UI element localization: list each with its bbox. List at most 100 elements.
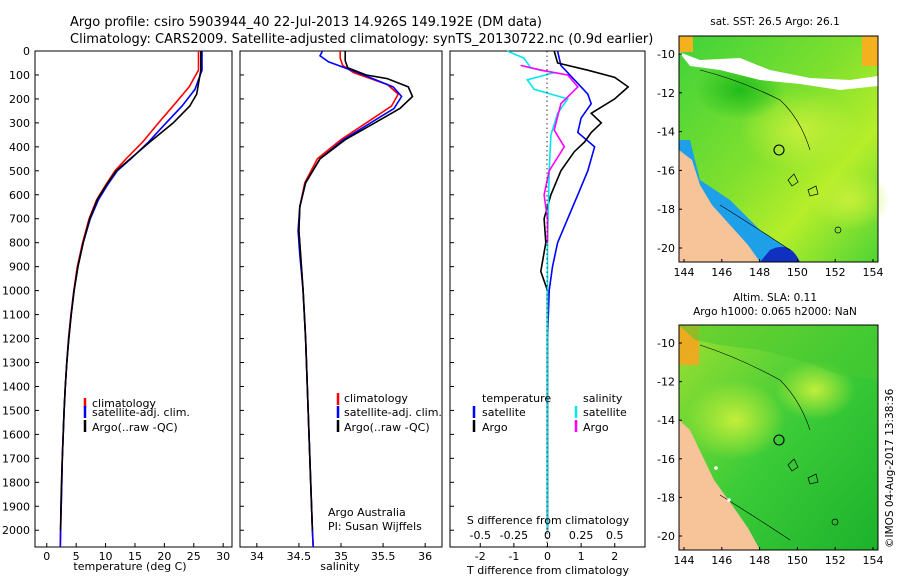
legend-label-climatology: climatology [92,397,156,410]
x-tick-label: 5 [73,550,80,563]
s-tick-label: -0.25 [500,529,528,542]
y-tick-label: 1500 [2,404,30,417]
series-satellite-adj-clim--line [59,51,203,548]
salinity-legend: climatology satellite-adj. clim. Argo(..… [336,392,442,434]
sst-map-y-axis: -10 -12 -14 -16 -18 -20 [657,48,682,255]
y-tick-label: 800 [9,237,30,250]
series-climatology-line [298,51,400,548]
y-tick-label: 1200 [2,333,30,346]
sst-map-frame [678,35,879,263]
salinity-axes-frame [239,50,443,548]
x-tick-label: 30 [216,550,230,563]
x-tick-label: 0 [544,550,551,563]
x-tick-label: 0 [43,550,50,563]
argo-float-location [773,144,785,156]
x-tick-label: -1 [508,550,519,563]
map-x-tick-label: 146 [711,554,732,567]
salinity-x-axis: 34 34.5 35 35.5 36 [250,543,432,563]
map-y-tick-label: -14 [657,414,675,427]
difference-x-axis: -2 -1 0 1 2 [475,543,618,563]
series-s-satellite-line [506,50,570,531]
y-tick-label: 100 [9,69,30,82]
y-tick-label: 600 [9,189,30,202]
sla-map: Altim. SLA: 0.11 Argo h1000: 0.065 h2000… [657,292,883,567]
australia-landmass [679,150,760,262]
temperature-xlabel: temperature (deg C) [73,560,186,573]
coral-reefs [787,173,842,234]
y-tick-label: 2000 [2,524,30,537]
map-y-tick-label: -20 [657,242,675,255]
salinity-panel: 34 34.5 35 35.5 36 salinity climatology sate… [239,50,443,573]
series-t-argo-line [539,50,630,531]
imos-credit: ©IMOS 04-Aug-2017 13:38:36 [884,388,896,548]
legend-label-s-satellite: satellite [583,406,627,419]
legend-label-argo: Argo(..raw -QC) [92,421,178,434]
legend-title-salinity: salinity [583,392,623,405]
sst-missing-data [679,52,878,90]
y-tick-label: 400 [9,141,30,154]
x-tick-label: 35.5 [371,550,396,563]
map-x-tick-label: 144 [674,554,695,567]
sla-map-frame [678,324,879,551]
sst-coldest-water [760,246,800,262]
coral-reefs-2 [787,458,839,526]
legend-label-argo: Argo(..raw -QC) [344,421,430,434]
s-difference-ticks: -0.5 -0.25 0 0.25 0.5 [470,529,624,542]
sla-map-title-line2: Argo h1000: 0.065 h2000: NaN [693,306,857,318]
y-tick-label: 1300 [2,356,30,369]
x-tick-label: 2 [611,550,618,563]
legend-label-t-satellite: satellite [482,406,526,419]
x-tick-label: 10 [99,550,113,563]
map-y-tick-label: -20 [657,530,675,543]
y-tick-label: 1000 [2,285,30,298]
x-tick-label: 34 [250,550,264,563]
temperature-x-axis: 0 5 10 15 20 25 30 [43,543,230,563]
sla-high-patch [685,380,785,460]
sst-hot-corner-2 [679,36,693,52]
x-tick-label: 34.5 [287,550,312,563]
temperature-legend: climatology satellite-adj. clim. Argo(..… [83,397,190,434]
y-tick-label: 1600 [2,428,30,441]
map-x-tick-label: 154 [863,266,884,279]
map-x-tick-label: 150 [787,266,808,279]
t-difference-label: T difference from climatology [466,564,629,577]
y-tick-label: 1700 [2,452,30,465]
temperature-panel: 0100200300400500600700800900100011001200… [2,45,233,573]
bathymetry-contour [699,69,811,251]
x-tick-label: 35 [334,550,348,563]
s-tick-label: 0 [544,529,551,542]
sla-high-patch-2 [775,360,855,420]
series-climatology-line [59,51,200,548]
depth-axis: 0 100 200 300 400 500 600 700 800 900 1000 1100 1200… [2,45,39,537]
y-tick-label: 200 [9,93,30,106]
legend-label-t-argo: Argo [482,421,508,434]
australia-landmass-2 [679,420,760,550]
coastal-marker-2 [727,498,731,502]
legend-label-s-argo: Argo [583,421,609,434]
figure-title-line1: Argo profile: csiro 5903944_40 22-Jul-20… [70,15,542,30]
x-tick-label: 25 [187,550,201,563]
series-argo-raw-qc--line [298,51,414,531]
y-tick-label: 1900 [2,500,30,513]
series-argo-raw-qc--line [59,51,202,531]
map-x-tick-label: 148 [749,266,770,279]
series-s-argo-line [520,64,579,243]
x-tick-label: 1 [578,550,585,563]
sla-map-title-line1: Altim. SLA: 0.11 [733,292,817,304]
sst-map-title: sat. SST: 26.5 Argo: 26.1 [710,16,840,28]
series-satellite-adj-clim--line [297,50,403,548]
salinity-diff-legend: salinity satellite Argo [574,392,627,434]
x-tick-label: 15 [128,550,142,563]
sst-map-x-axis: 144 146 148 150 152 154 [674,259,884,279]
x-tick-label: 36 [418,550,432,563]
sla-north [679,325,878,380]
x-tick-label: -2 [475,550,486,563]
legend-label-satellite: satellite-adj. clim. [344,406,442,419]
y-tick-label: 1800 [2,476,30,489]
credit-pi: PI: Susan Wijffels [328,520,422,533]
s-tick-label: 0.5 [606,529,624,542]
coastal-marker [714,466,718,470]
credit-argo-australia: Argo Australia [328,506,406,519]
y-tick-label: 300 [9,117,30,130]
